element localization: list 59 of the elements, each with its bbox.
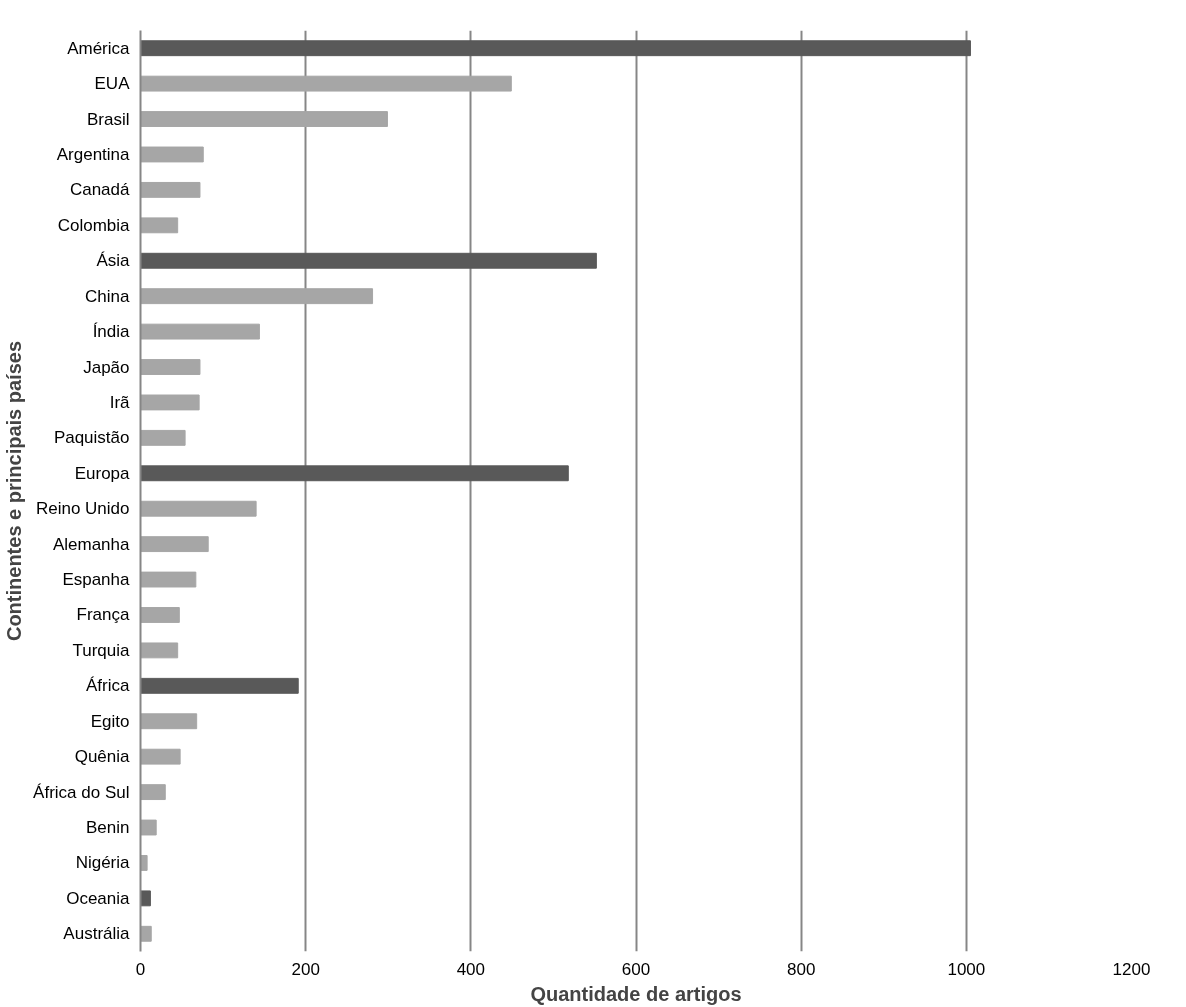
x-tick-label: 400 (456, 959, 486, 979)
y-tick-label: EUA (94, 74, 131, 94)
bar (140, 394, 200, 411)
y-tick-label: Nigéria (75, 853, 131, 873)
y-tick-label: Austrália (63, 924, 131, 944)
y-tick-label: Reino Unido (35, 499, 130, 519)
y-tick-label: Canadá (69, 180, 131, 200)
x-axis-title: Quantidade de artigos (530, 982, 742, 1005)
y-axis-title: Continentes e principais países (3, 340, 26, 642)
bar (140, 217, 179, 234)
x-tick-label: 800 (786, 959, 816, 979)
y-tick-label: China (85, 286, 131, 306)
y-tick-label: Alemanha (52, 534, 131, 554)
x-tick-label: 600 (621, 959, 651, 979)
bar (140, 40, 971, 57)
bar (140, 571, 197, 588)
y-tick-label: Benin (86, 818, 130, 838)
y-tick-label: Turquia (72, 640, 131, 660)
bar (140, 677, 299, 694)
bar (140, 748, 181, 765)
x-tick-label: 1000 (947, 959, 986, 979)
y-tick-label: Índia (92, 322, 131, 342)
x-tick-label: 1200 (1112, 959, 1151, 979)
bar (140, 359, 201, 375)
y-tick-label: Paquistão (53, 428, 130, 448)
y-tick-label: Ásia (96, 251, 131, 271)
y-tick-label: Quênia (74, 747, 131, 767)
y-tick-label: Japão (83, 357, 130, 377)
y-tick-label: Argentina (56, 144, 131, 164)
bar (140, 323, 260, 340)
y-tick-label: África (86, 676, 131, 696)
y-tick-label: Egito (90, 711, 130, 731)
y-tick-label: França (76, 605, 131, 625)
bar (140, 465, 569, 482)
bar (140, 500, 257, 517)
bar (140, 536, 209, 553)
bar (140, 146, 204, 163)
bar (140, 252, 597, 269)
y-tick-label: Colombia (57, 215, 131, 235)
y-tick-label: Oceania (66, 888, 131, 908)
bar (140, 713, 198, 730)
bar (140, 784, 166, 801)
x-tick-label: 200 (291, 959, 320, 979)
bar (140, 111, 388, 127)
bar (140, 819, 157, 836)
bar (140, 607, 180, 623)
bar (140, 429, 186, 446)
y-tick-label: Brasil (86, 109, 130, 129)
y-tick-label: América (67, 38, 131, 58)
x-tick-label: 0 (135, 959, 146, 979)
bar (140, 642, 179, 659)
y-tick-label: Irã (109, 392, 131, 412)
bar (140, 181, 201, 198)
y-tick-label: Espanha (62, 570, 131, 590)
y-tick-label: Europa (74, 463, 131, 483)
bar (140, 75, 512, 92)
bar (140, 288, 374, 305)
bar (140, 925, 152, 942)
y-tick-label: África do Sul (33, 782, 130, 802)
